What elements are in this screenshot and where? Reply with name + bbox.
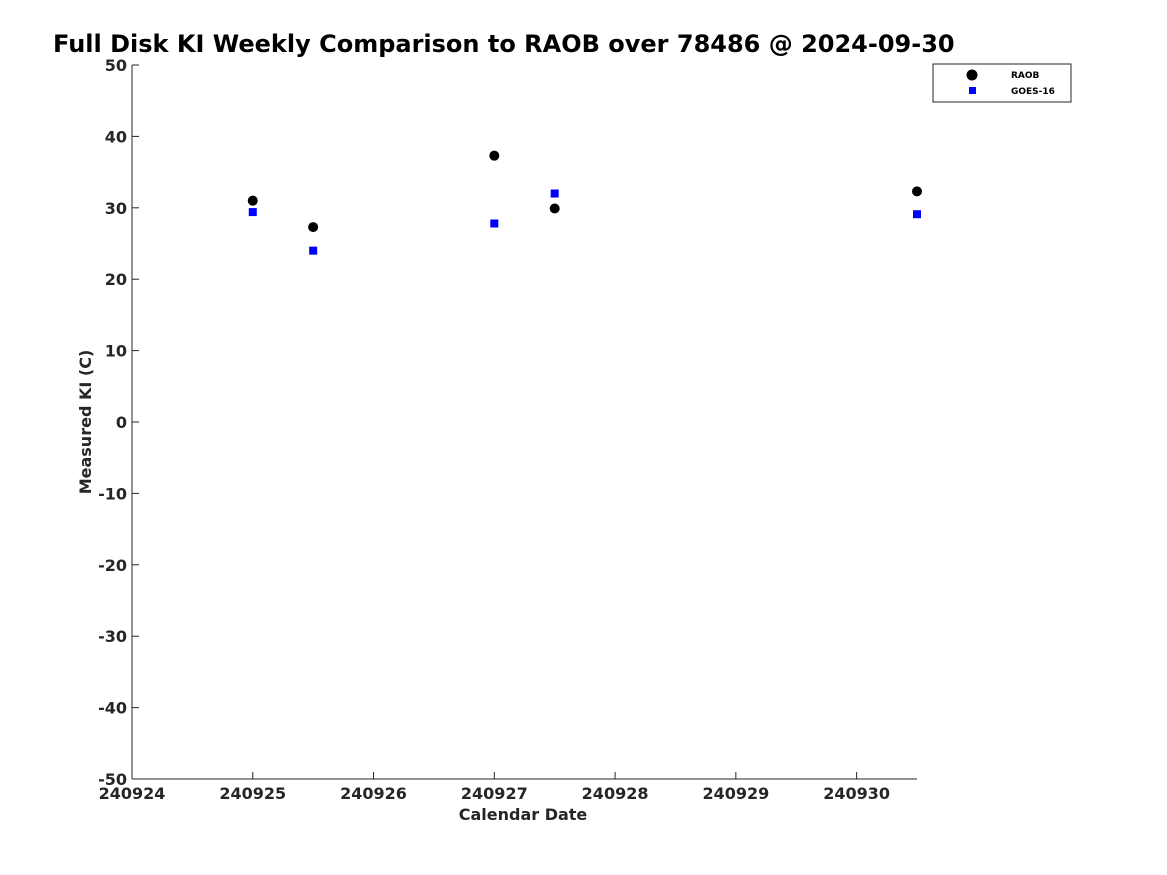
- y-tick-label: -30: [98, 627, 127, 646]
- x-tick-label: 240924: [99, 784, 166, 803]
- y-tick-label: 40: [105, 127, 127, 146]
- point-goes-16: [248, 208, 257, 217]
- y-axis-label: Measured KI (C): [76, 350, 95, 495]
- x-axis-label: Calendar Date: [459, 805, 588, 824]
- chart-title: Full Disk KI Weekly Comparison to RAOB o…: [53, 30, 955, 58]
- x-ticks: 240924 240925 240926 240927 240928 240929 2409…: [99, 772, 890, 803]
- axes: [131, 65, 917, 780]
- point-raob: [308, 222, 319, 233]
- x-tick-label: 240928: [582, 784, 649, 803]
- y-tick-label: 0: [116, 413, 127, 432]
- legend-box: [932, 63, 1072, 103]
- point-raob: [247, 195, 258, 206]
- y-tick-label: -50: [98, 770, 127, 789]
- x-tick-label: 240927: [461, 784, 528, 803]
- y-tick-label: 20: [105, 270, 127, 289]
- legend-label-raob: RAOB: [1011, 71, 1040, 81]
- y-tick-label: 10: [105, 342, 127, 361]
- y-tick-label: 30: [105, 199, 127, 218]
- point-goes-16: [550, 189, 559, 198]
- legend: RAOB GOES-16: [932, 63, 1072, 103]
- point-raob: [489, 150, 500, 161]
- legend-marker-raob: [966, 69, 978, 81]
- point-goes-16: [309, 246, 318, 255]
- y-tick-label: -10: [98, 484, 127, 503]
- x-tick-label: 240930: [823, 784, 890, 803]
- x-tick-label: 240925: [219, 784, 286, 803]
- x-tick-label: 240929: [702, 784, 769, 803]
- point-raob: [549, 203, 560, 214]
- y-tick-label: -20: [98, 556, 127, 575]
- y-ticks: 50 40 30 20 10 0 -10 -20 -30 -40 -50: [98, 56, 139, 789]
- y-tick-label: 50: [105, 56, 127, 75]
- data-points: [247, 150, 922, 255]
- legend-label-goes: GOES-16: [1011, 87, 1055, 97]
- x-tick-label: 240926: [340, 784, 407, 803]
- point-goes-16: [913, 210, 921, 219]
- legend-marker-goes: [969, 87, 976, 94]
- point-raob: [912, 186, 922, 197]
- point-goes-16: [490, 219, 499, 228]
- y-tick-label: -40: [98, 699, 127, 718]
